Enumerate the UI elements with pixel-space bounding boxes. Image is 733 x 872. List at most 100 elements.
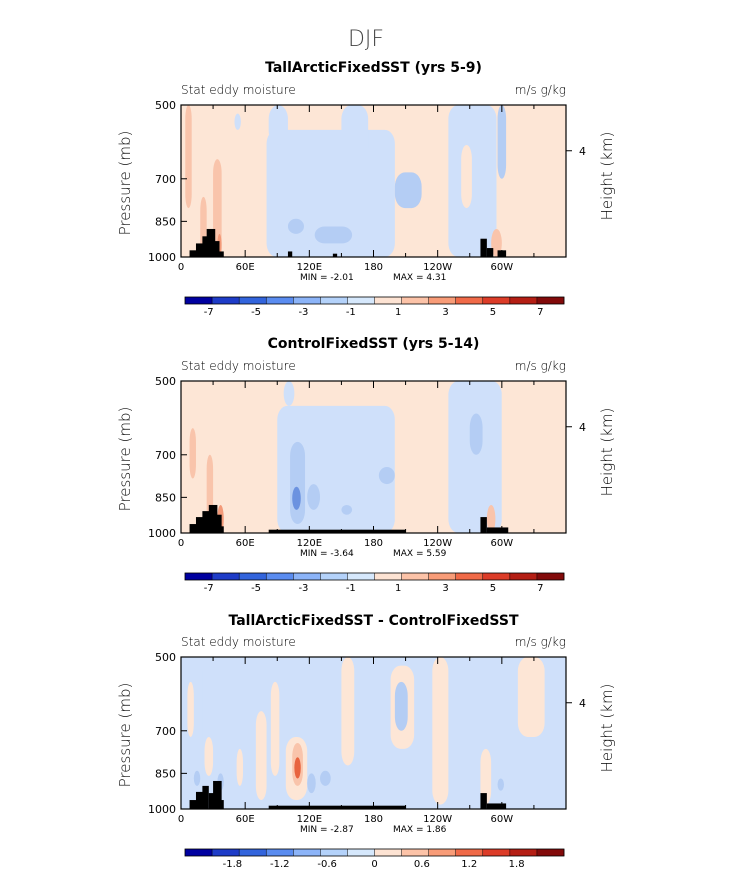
x-tick-label: 0 <box>178 814 184 825</box>
y-tick-label: 500 <box>155 375 176 388</box>
topography-block <box>219 526 224 533</box>
colorbar-swatch <box>320 849 348 856</box>
contour-region <box>204 736 214 776</box>
colorbar-swatch <box>293 573 321 580</box>
contour-region <box>292 486 301 510</box>
colorbar-tick-label: 7 <box>537 307 543 318</box>
topography-block <box>208 793 216 809</box>
contour-region <box>290 441 306 525</box>
contour-region <box>283 381 295 406</box>
contour-region <box>394 381 449 533</box>
topography-block <box>268 529 406 533</box>
contour-region <box>255 711 267 801</box>
contour-region <box>277 405 395 533</box>
x-tick-label: 120W <box>423 814 452 825</box>
x-tick-label: 180 <box>364 262 383 273</box>
colorbar-swatch <box>401 297 429 304</box>
colorbar-swatch <box>509 573 538 580</box>
chart-panel-1: TallArcticFixedSST (yrs 5-9) Stat eddy mo… <box>116 60 616 318</box>
contour-region <box>394 681 408 731</box>
colorbar-swatch <box>293 297 321 304</box>
contour-region <box>236 748 244 786</box>
panel-title: ControlFixedSST (yrs 5-14) <box>268 336 480 352</box>
y-right-tick-label: 4 <box>579 697 586 710</box>
colorbar-swatch <box>536 297 565 304</box>
plot-area <box>181 105 566 257</box>
topography-block <box>219 800 224 809</box>
contour-region <box>469 413 483 455</box>
contour-region <box>270 681 280 776</box>
colorbar-swatch <box>320 297 348 304</box>
x-tick-label: 120E <box>297 262 322 273</box>
y-axis-label: Pressure (mb) <box>116 683 134 788</box>
y-tick-label: 500 <box>155 651 176 664</box>
y-right-tick-label: 4 <box>579 421 586 434</box>
plot-area <box>181 381 566 533</box>
colorbar-swatch <box>374 849 402 856</box>
x-tick-label: 120W <box>423 538 452 549</box>
topography-block <box>213 241 220 257</box>
contour-region <box>341 657 355 766</box>
colorbar-swatch <box>509 849 538 856</box>
panel-variable-label: Stat eddy moisture <box>181 83 296 97</box>
figure-title: DJF <box>348 27 384 52</box>
y-tick-label: 500 <box>155 99 176 112</box>
panel-units-label: m/s g/kg <box>515 635 566 649</box>
x-tick-label: 60E <box>236 814 255 825</box>
contour-region <box>307 484 321 510</box>
colorbar-swatch <box>347 297 375 304</box>
colorbar-swatch <box>212 297 240 304</box>
contour-region <box>480 748 492 805</box>
y-tick-label: 700 <box>155 449 176 462</box>
colorbar-tick-label: 0.6 <box>414 859 430 870</box>
colorbar-tick-label: -1.2 <box>270 859 290 870</box>
topography-block <box>202 511 211 533</box>
panels-group: TallArcticFixedSST (yrs 5-9) Stat eddy mo… <box>116 60 616 870</box>
y-axis-label: Pressure (mb) <box>116 407 134 512</box>
x-tick-label: 0 <box>178 538 184 549</box>
colorbar-swatch <box>239 849 267 856</box>
colorbar-tick-label: 1 <box>395 307 401 318</box>
colorbar-swatch <box>482 849 511 856</box>
colorbar-swatch <box>347 849 375 856</box>
contour-region <box>234 113 241 130</box>
y-tick-label: 1000 <box>148 527 176 540</box>
colorbar-swatch <box>239 573 267 580</box>
colorbar-tick-label: 3 <box>442 583 448 594</box>
topography-block <box>213 780 222 809</box>
field-background <box>181 657 566 809</box>
colorbar-swatch <box>266 849 294 856</box>
colorbar-swatch <box>185 849 213 856</box>
panel-units-label: m/s g/kg <box>515 83 566 97</box>
contour-region <box>491 228 502 257</box>
colorbar-swatch <box>320 573 348 580</box>
colorbar-swatch <box>212 849 240 856</box>
topography-block <box>189 524 199 533</box>
colorbar-tick-label: 3 <box>442 307 448 318</box>
contour-region <box>461 144 472 209</box>
max-value-text: MAX = 5.59 <box>393 549 447 559</box>
contour-region <box>432 657 449 805</box>
contour-region <box>341 105 369 163</box>
contour-region <box>185 105 192 209</box>
colorbar-tick-label: 5 <box>490 583 496 594</box>
colorbar-swatch <box>455 573 484 580</box>
contour-region <box>341 504 353 515</box>
contour-region <box>507 105 566 257</box>
panel-title: TallArcticFixedSST - ControlFixedSST <box>228 613 518 629</box>
colorbar-tick-label: 1.2 <box>461 859 477 870</box>
colorbar-swatch <box>401 849 429 856</box>
topography-block <box>486 248 494 257</box>
colorbar-swatch <box>509 297 538 304</box>
contour-region <box>448 381 502 533</box>
y-axis-right-label: Height (km) <box>598 684 616 773</box>
topography-block <box>219 251 224 257</box>
colorbar-tick-label: 1.8 <box>509 859 525 870</box>
colorbar-swatch <box>455 849 484 856</box>
topography-block <box>202 785 209 809</box>
colorbar-tick-label: -3 <box>298 307 308 318</box>
min-value-text: MIN = -2.87 <box>300 825 354 835</box>
topography-block <box>332 253 338 257</box>
max-value-text: MAX = 4.31 <box>393 273 446 283</box>
